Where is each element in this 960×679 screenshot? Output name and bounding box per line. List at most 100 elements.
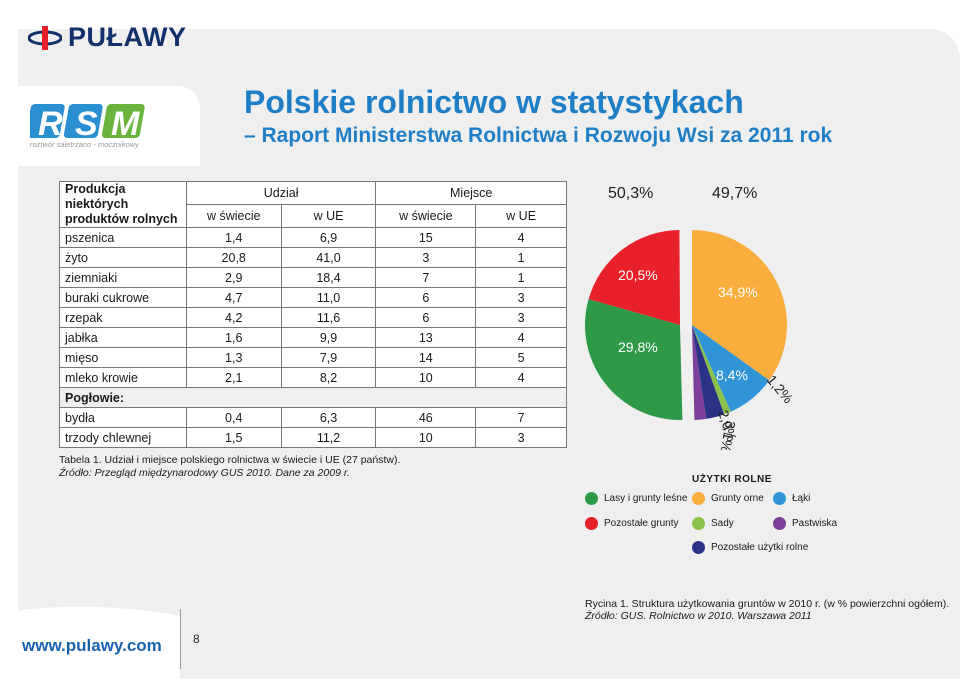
left-margin [0, 29, 18, 679]
cell-share-eu: 11,6 [280, 307, 377, 328]
table-row: bydła 0,4 6,3 46 7 [59, 407, 567, 428]
pie-slice-pastwiska [692, 325, 707, 420]
cell-share-world: 4,2 [185, 307, 282, 328]
cell-rank-world: 7 [375, 267, 477, 288]
page-title: Polskie rolnictwo w statystykach [244, 84, 744, 120]
rsm-letter-r: R [38, 105, 63, 143]
pulawy-logo-icon [27, 25, 63, 51]
cell-share-eu: 6,9 [280, 227, 377, 248]
cell-share-world: 20,8 [185, 247, 282, 268]
pie-slice-pozostałe-użytki-rolne [692, 325, 725, 419]
legend-swatch [692, 492, 705, 505]
cell-share-world: 4,7 [185, 287, 282, 308]
cell-rank-eu: 1 [475, 267, 567, 288]
cell-rank-world: 6 [375, 287, 477, 308]
slice-label-laki: 8,4% [716, 367, 748, 383]
table-row: trzody chlewnej 1,5 11,2 10 3 [59, 427, 567, 448]
group-label-left: 50,3% [608, 185, 653, 202]
legend-item: Grunty orne [692, 492, 764, 505]
header-product: Produkcja niektórych produktów rolnych [59, 181, 187, 228]
cell-share-eu: 41,0 [280, 247, 377, 268]
slice-label-lasy: 29,8% [618, 339, 658, 355]
cell-rank-eu: 7 [475, 407, 567, 428]
legend-swatch [692, 541, 705, 554]
cell-share-world: 2,9 [185, 267, 282, 288]
cell-product: pszenica [59, 227, 187, 248]
header-share-eu: w UE [280, 204, 377, 228]
group-label-right: 49,7% [712, 185, 757, 202]
pie-svg: 50,3% 49,7%20,5%29,8%34,9%8,4% 1,2%2,0%3,1… [585, 185, 797, 454]
cell-rank-world: 6 [375, 307, 477, 328]
website-link[interactable]: www.pulawy.com [22, 636, 162, 655]
header-share-world: w świecie [185, 204, 282, 228]
cell-rank-eu: 4 [475, 367, 567, 388]
cell-product: mleko krowie [59, 367, 187, 388]
cell-rank-world: 46 [375, 407, 477, 428]
slice-label-sady: 1,2% [764, 372, 797, 407]
cell-share-eu: 9,9 [280, 327, 377, 348]
cell-rank-eu: 3 [475, 287, 567, 308]
pie-slice-lasy-i-grunty-leśne [585, 299, 683, 420]
cell-rank-eu: 4 [475, 327, 567, 348]
slice-label-grunty-orne: 34,9% [718, 284, 758, 300]
cell-product: ziemniaki [59, 267, 187, 288]
legend-swatch [585, 517, 598, 530]
legend-label: Pozostałe grunty [604, 518, 679, 529]
legend-label: Łąki [792, 493, 811, 504]
legend-swatch [692, 517, 705, 530]
cell-rank-world: 13 [375, 327, 477, 348]
cell-share-eu: 11,0 [280, 287, 377, 308]
footer-wave [0, 606, 180, 679]
legend-item: Lasy i grunty leśne [585, 492, 687, 505]
cell-share-eu: 6,3 [280, 407, 377, 428]
legend-item: Pastwiska [773, 517, 837, 530]
cell-rank-eu: 3 [475, 307, 567, 328]
figure-caption-text: Rycina 1. Struktura użytkowania gruntów … [585, 598, 950, 610]
header-rank-eu: w UE [475, 204, 567, 228]
cell-rank-eu: 4 [475, 227, 567, 248]
cell-share-world: 1,6 [185, 327, 282, 348]
cell-share-eu: 8,2 [280, 367, 377, 388]
header-rank: Miejsce [375, 181, 567, 205]
land-use-pie-chart: 50,3% 49,7% 20,5% 29,8% 34,9% 8,4% 1,2% 2,0% 3,1… [572, 180, 812, 454]
pie-slice-łąki [692, 325, 770, 412]
livestock-label: Pogłowie: [59, 387, 567, 408]
legend-item: Sady [692, 517, 734, 530]
table-caption-text: Tabela 1. Udział i miejsce polskiego rol… [59, 454, 401, 466]
livestock-header-row: Pogłowie: [59, 387, 567, 408]
table-row: pszenica 1,4 6,9 15 4 [59, 227, 567, 248]
legend-swatch [773, 492, 786, 505]
cell-product: jabłka [59, 327, 187, 348]
legend-item: Łąki [773, 492, 810, 505]
legend-swatch [585, 492, 598, 505]
cell-share-world: 1,5 [185, 427, 282, 448]
legend-label: Lasy i grunty leśne [604, 493, 688, 504]
figure-source: Źródło: GUS. Rolnictwo w 2010. Warszawa … [585, 610, 812, 622]
cell-share-world: 0,4 [185, 407, 282, 428]
cell-rank-eu: 1 [475, 247, 567, 268]
legend-label: Pastwiska [792, 518, 838, 529]
cell-share-eu: 7,9 [280, 347, 377, 368]
table-row: buraki cukrowe 4,7 11,0 6 3 [59, 287, 567, 308]
pie-slice-grunty-orne [692, 230, 787, 381]
cell-share-world: 2,1 [185, 367, 282, 388]
rsm-letter-m: M [111, 105, 140, 143]
brand-name: PUŁAWY [68, 22, 187, 52]
table-caption: Tabela 1. Udział i miejsce polskiego rol… [59, 454, 400, 480]
pulawy-logo: PUŁAWY [27, 22, 187, 53]
cell-share-eu: 11,2 [280, 427, 377, 448]
header-rank-world: w świecie [375, 204, 477, 228]
slice-label-pozostale-uzytki: 3,1% [718, 419, 739, 450]
page-divider [180, 609, 181, 669]
cell-product: mięso [59, 347, 187, 368]
table-row: jabłka 1,6 9,9 13 4 [59, 327, 567, 348]
rsm-letter-s: S [75, 105, 98, 143]
cell-rank-eu: 5 [475, 347, 567, 368]
slice-label-pozostale-grunty: 20,5% [618, 267, 658, 283]
legend-label: Sady [711, 518, 734, 529]
table-row: ziemniaki 2,9 18,4 7 1 [59, 267, 567, 288]
table-row: mleko krowie 2,1 8,2 10 4 [59, 367, 567, 388]
rsm-tagline: roztwór saletrzano - mocznikowy [30, 140, 139, 149]
cell-rank-world: 15 [375, 227, 477, 248]
cell-product: bydła [59, 407, 187, 428]
